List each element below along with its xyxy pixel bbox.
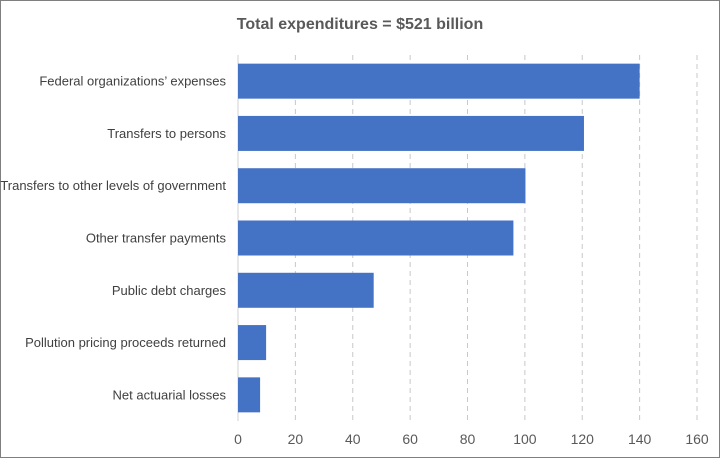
category-label: Transfers to persons [107, 126, 226, 141]
x-tick-labels: 0 20 40 60 80 100 120 140 160 [234, 431, 709, 447]
x-tick-label: 160 [685, 431, 709, 447]
x-tick-label: 120 [571, 431, 595, 447]
category-label: Federal organizations’ expenses [39, 74, 226, 89]
x-tick-label: 20 [288, 431, 304, 447]
bar [238, 325, 267, 361]
category-labels: Federal organizations’ expenses Transfers… [0, 74, 226, 403]
chart-title: Total expenditures = $521 billion [236, 16, 484, 33]
category-label: Pollution pricing proceeds returned [25, 335, 226, 350]
x-tick-label: 60 [402, 431, 418, 447]
bars [238, 63, 640, 413]
bar [238, 168, 526, 204]
x-tick-label: 40 [345, 431, 361, 447]
category-label: Transfers to other levels of government [0, 178, 226, 193]
bar [238, 220, 514, 256]
category-label: Other transfer payments [86, 231, 227, 246]
x-tick-label: 0 [234, 431, 242, 447]
x-tick-label: 80 [460, 431, 476, 447]
category-label: Net actuarial losses [113, 387, 227, 402]
bar [238, 377, 261, 413]
x-tick-label: 100 [513, 431, 537, 447]
bar [238, 63, 640, 99]
category-label: Public debt charges [112, 283, 227, 298]
bar [238, 272, 374, 308]
bar [238, 115, 584, 151]
x-tick-label: 140 [628, 431, 652, 447]
